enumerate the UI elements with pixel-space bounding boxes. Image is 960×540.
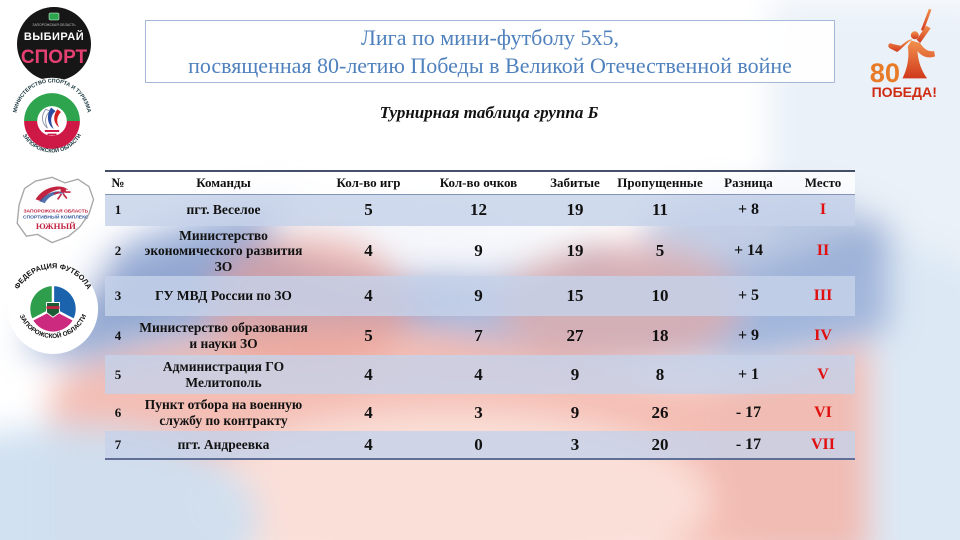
goal-difference: + 1: [706, 355, 791, 395]
goals-conceded: 10: [614, 276, 706, 317]
svg-text:ПОБЕДА!: ПОБЕДА!: [872, 84, 937, 100]
games-count: 5: [316, 194, 421, 226]
col-header-difference: Разница: [706, 170, 791, 195]
svg-text:ЮЖНЫЙ: ЮЖНЫЙ: [36, 221, 76, 231]
row-index: 3: [105, 276, 131, 317]
team-name: Министерство образования и науки ЗО: [139, 320, 308, 351]
goals-scored: 9: [570, 402, 580, 422]
victory-80-logo: 80 ПОБЕДА!: [862, 8, 950, 110]
games-count: 4: [364, 402, 373, 422]
place-rank: II: [816, 241, 830, 259]
table-row: 3 ГУ МВД России по ЗО 4 9 15 10 + 5 III: [105, 276, 855, 317]
slide-subtitle: Турнирная таблица группа Б: [379, 103, 599, 122]
row-index: 5: [105, 355, 131, 395]
goals-conceded: 26: [651, 402, 669, 422]
place-rank: V: [791, 355, 855, 395]
place-rank: III: [791, 276, 855, 317]
sport-complex-south-logo: ЗАПОРОЖСКАЯ ОБЛАСТЬ СПОРТИВНЫЙ КОМПЛЕКС …: [8, 170, 100, 250]
region-map-icon: ЗАПОРОЖСКАЯ ОБЛАСТЬ СПОРТИВНЫЙ КОМПЛЕКС …: [16, 176, 95, 244]
ministry-sport-tourism-logo: МИНИСТЕРСТВО СПОРТА И ТУРИЗМА ЗАПОРОЖСКО…: [7, 76, 97, 166]
team-name: пгт. Андреевка: [131, 431, 316, 461]
goals-conceded: 5: [655, 240, 665, 260]
col-header-conceded: Пропущенные: [614, 170, 706, 195]
svg-text:80: 80: [870, 57, 900, 88]
col-header-place: Место: [791, 170, 855, 195]
row-index: 4: [114, 327, 122, 343]
team-name: ГУ МВД России по ЗО: [131, 276, 316, 317]
col-header-scored: Забитые: [536, 170, 614, 195]
place-rank: VII: [791, 431, 855, 461]
goals-scored: 19: [536, 194, 614, 226]
col-header-index: №: [105, 170, 131, 195]
place-rank: VI: [814, 403, 832, 421]
svg-text:СПОРТ: СПОРТ: [21, 47, 88, 68]
row-index: 7: [105, 431, 131, 461]
goals-scored: 15: [536, 276, 614, 317]
row-index: 6: [114, 404, 122, 420]
title-line-1: Лига по мини-футболу 5х5,: [360, 25, 620, 50]
motherland-statue-icon: 80 ПОБЕДА!: [870, 8, 937, 100]
games-count: 4: [316, 431, 421, 461]
team-name: Администрация ГО Мелитополь: [131, 355, 316, 395]
svg-text:ЗАПОРОЖСКАЯ ОБЛАСТЬ: ЗАПОРОЖСКАЯ ОБЛАСТЬ: [32, 23, 76, 27]
goal-difference: + 14: [733, 241, 764, 259]
team-name: пгт. Веселое: [131, 194, 316, 226]
goals-scored: 27: [566, 325, 584, 345]
points-count: 7: [474, 325, 483, 345]
goal-difference: - 17: [706, 431, 791, 461]
tournament-table-container: № Команды Кол-во игр Кол-во очков Забиты…: [105, 170, 855, 461]
football-federation-icon: ФЕДЕРАЦИЯ ФУТБОЛА ЗАПОРОЖСКОЙ ОБЛАСТИ: [7, 262, 99, 354]
points-count: 9: [474, 240, 483, 260]
svg-text:ВЫБИРАЙ: ВЫБИРАЙ: [24, 30, 84, 43]
row-index: 1: [105, 194, 131, 226]
tournament-table: № Команды Кол-во игр Кол-во очков Забиты…: [105, 170, 855, 461]
row-index: 2: [114, 242, 122, 258]
points-count: 4: [421, 355, 536, 395]
goal-difference: + 5: [706, 276, 791, 317]
col-header-points: Кол-во очков: [421, 170, 536, 195]
svg-text:ЗАПОРОЖСКАЯ ОБЛАСТЬ: ЗАПОРОЖСКАЯ ОБЛАСТЬ: [23, 208, 88, 214]
games-count: 4: [316, 355, 421, 395]
goal-difference: + 9: [737, 326, 760, 344]
slide-title: Лига по мини-футболу 5х5, посвященная 80…: [145, 20, 835, 83]
goals-scored: 3: [536, 431, 614, 461]
goals-conceded: 20: [614, 431, 706, 461]
games-count: 5: [364, 325, 373, 345]
col-header-games: Кол-во игр: [316, 170, 421, 195]
place-rank: I: [791, 194, 855, 226]
team-name: Министерство экономического развития ЗО: [144, 227, 303, 274]
ministry-logo-icon: МИНИСТЕРСТВО СПОРТА И ТУРИЗМА ЗАПОРОЖСКО…: [8, 77, 96, 165]
points-count: 12: [421, 194, 536, 226]
table-row: 4 Министерство образования и науки ЗО 5 7 27…: [105, 316, 855, 355]
goals-conceded: 8: [614, 355, 706, 395]
place-rank: IV: [814, 326, 832, 344]
points-count: 3: [474, 402, 483, 422]
choose-sport-logo-icon: ЗАПОРОЖСКАЯ ОБЛАСТЬ ВЫБИРАЙ СПОРТ: [17, 7, 91, 81]
choose-sport-logo: ЗАПОРОЖСКАЯ ОБЛАСТЬ ВЫБИРАЙ СПОРТ: [16, 6, 92, 82]
points-count: 9: [421, 276, 536, 317]
goals-scored: 9: [536, 355, 614, 395]
team-name: Пункт отбора на военную службу по контра…: [144, 397, 303, 428]
games-count: 4: [316, 276, 421, 317]
football-federation-logo: ФЕДЕРАЦИЯ ФУТБОЛА ЗАПОРОЖСКОЙ ОБЛАСТИ: [7, 262, 99, 354]
svg-text:СПОРТИВНЫЙ КОМПЛЕКС: СПОРТИВНЫЙ КОМПЛЕКС: [23, 213, 89, 221]
goal-difference: - 17: [735, 403, 762, 421]
goals-scored: 19: [566, 240, 584, 260]
table-row: 2 Министерство экономического развития ЗО…: [105, 226, 855, 277]
goals-conceded: 11: [614, 194, 706, 226]
points-count: 0: [421, 431, 536, 461]
table-row: 6 Пункт отбора на военную службу по контр…: [105, 394, 855, 431]
col-header-teams: Команды: [131, 170, 316, 195]
title-line-2: посвященная 80-летию Победы в Великой От…: [188, 52, 792, 78]
goal-difference: + 8: [706, 194, 791, 226]
goals-conceded: 18: [651, 325, 669, 345]
games-count: 4: [364, 240, 373, 260]
table-row: 7 пгт. Андреевка 4 0 3 20- 17 VII: [105, 431, 855, 461]
table-header-row: № Команды Кол-во игр Кол-во очков Забиты…: [105, 170, 855, 195]
